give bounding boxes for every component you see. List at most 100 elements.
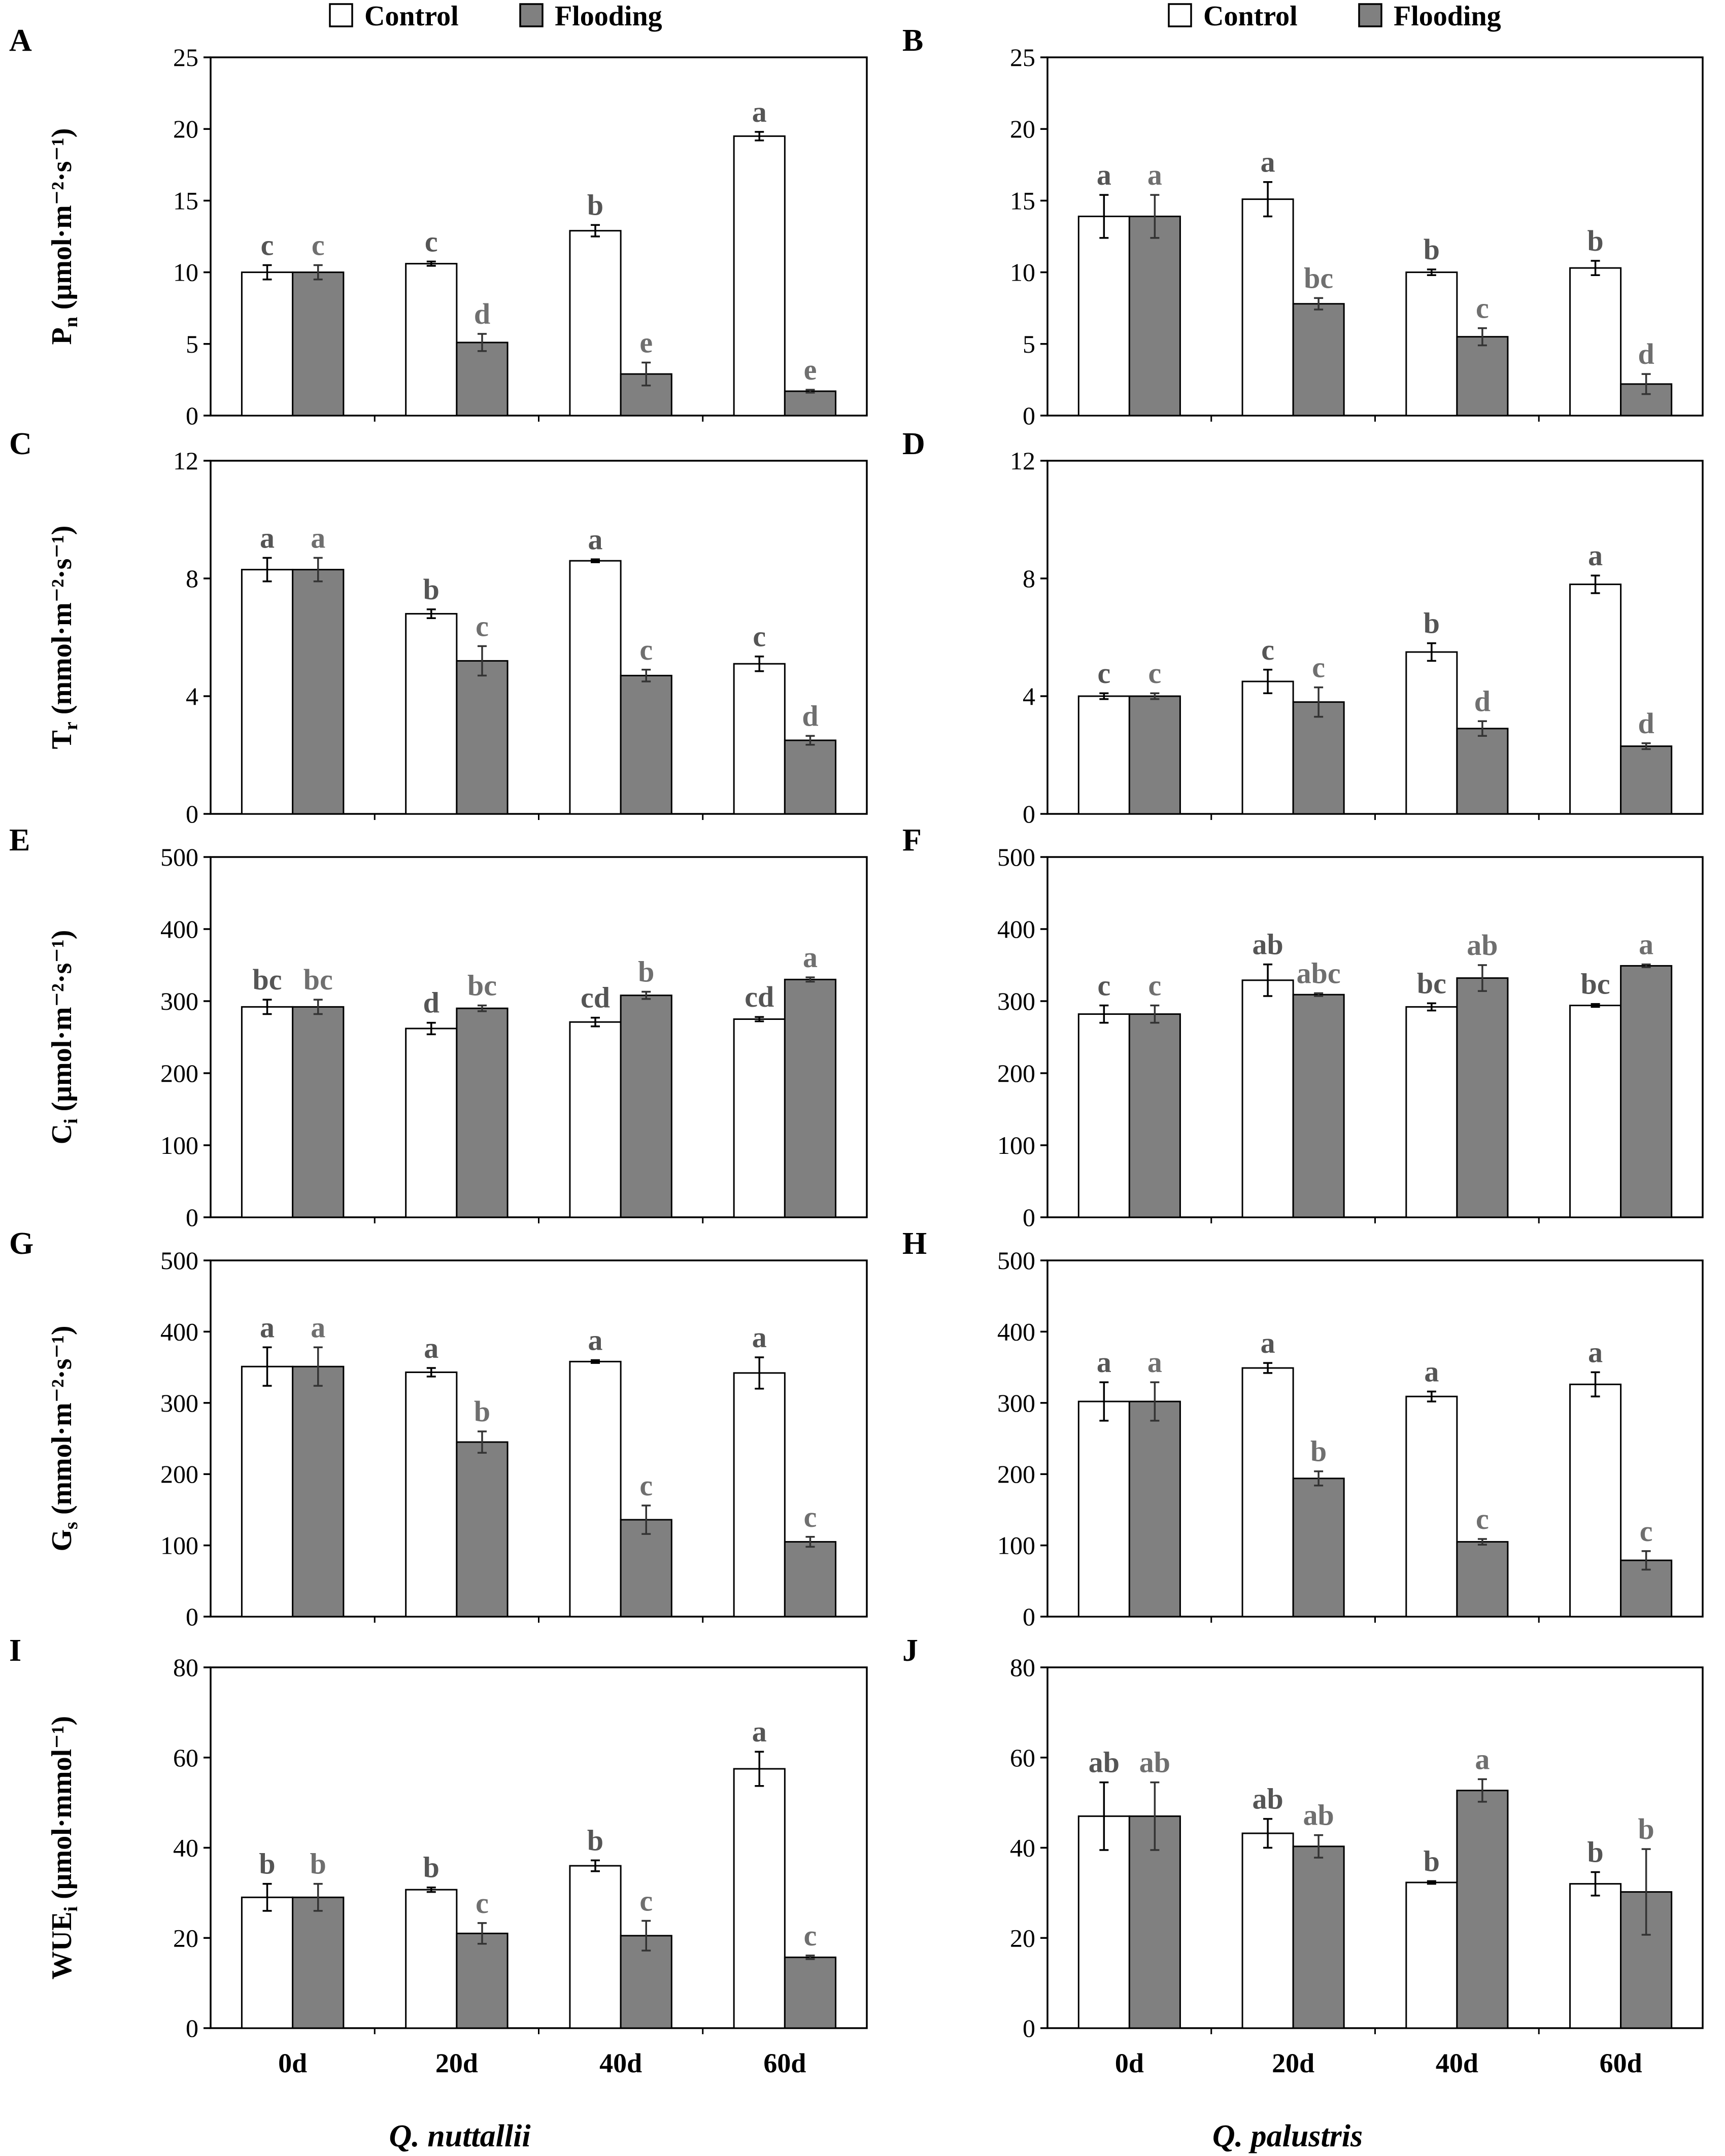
bar-flooding-20d bbox=[456, 1441, 509, 1618]
bar-flooding-60d bbox=[784, 390, 837, 417]
bar-flooding-20d bbox=[1292, 701, 1345, 815]
significance-letter-control-0d: c bbox=[261, 228, 274, 261]
panel-letter-f: F bbox=[902, 823, 922, 858]
error-bar-flooding-20d bbox=[1314, 1834, 1324, 1859]
y-tick-label: 8 bbox=[1023, 564, 1035, 593]
bar-control-20d bbox=[405, 263, 458, 417]
significance-letter-control-0d: a bbox=[1097, 158, 1111, 191]
legend-right: Control Flooding bbox=[1168, 1, 1501, 32]
significance-letter-flooding-40d: d bbox=[1474, 685, 1491, 717]
y-tick-label: 200 bbox=[997, 1059, 1035, 1087]
error-bar-control-40d bbox=[1427, 642, 1436, 662]
y-tick-label: 5 bbox=[186, 330, 198, 358]
x-category-label-0d: 0d bbox=[1115, 2048, 1144, 2078]
bar-flooding-0d bbox=[1128, 695, 1181, 815]
error-bar-control-20d bbox=[426, 1021, 436, 1036]
significance-letter-flooding-0d: bc bbox=[303, 963, 333, 996]
y-axis-label-subscript: n bbox=[60, 317, 82, 327]
bar-control-0d bbox=[1077, 215, 1130, 417]
panel-letter-e: E bbox=[9, 823, 30, 858]
bar-control-20d bbox=[405, 613, 458, 815]
error-bar-control-20d bbox=[1263, 181, 1273, 218]
y-tick-label: 0 bbox=[1023, 1203, 1035, 1231]
bar-control-40d bbox=[569, 560, 622, 815]
bar-flooding-20d bbox=[456, 1007, 509, 1218]
significance-letter-flooding-20d: bc bbox=[467, 969, 497, 1002]
bar-control-20d bbox=[405, 1028, 458, 1218]
error-bar-flooding-40d bbox=[1477, 720, 1487, 737]
error-bar-flooding-40d bbox=[641, 1920, 651, 1952]
bar-flooding-60d bbox=[784, 1541, 837, 1618]
error-bar-control-40d bbox=[591, 1859, 600, 1872]
y-tick-label: 20 bbox=[173, 1924, 198, 1952]
significance-letter-control-20d: ab bbox=[1252, 1783, 1283, 1816]
error-bar-control-0d bbox=[262, 999, 272, 1015]
y-tick-label: 400 bbox=[997, 1317, 1035, 1346]
y-tick-label: 20 bbox=[1010, 1924, 1035, 1952]
error-bar-flooding-20d bbox=[477, 333, 487, 352]
significance-letter-flooding-20d: c bbox=[476, 1887, 489, 1920]
error-bar-flooding-20d bbox=[1314, 1470, 1324, 1487]
y-axis-label: Gs (mmol·m⁻²·s⁻¹) bbox=[46, 1326, 82, 1552]
y-tick-label: 500 bbox=[997, 843, 1035, 871]
significance-letter-flooding-0d: a bbox=[311, 1311, 325, 1344]
error-bar-control-0d bbox=[1099, 1381, 1109, 1422]
panel-a: A 0 5 10 15 20 25 Pn (μmol·m⁻²·s⁻¹) c c c d b e a e bbox=[9, 23, 868, 430]
significance-letter-flooding-0d: a bbox=[1147, 158, 1162, 191]
significance-letter-flooding-60d: e bbox=[804, 353, 817, 386]
error-bar-flooding-0d bbox=[1150, 1004, 1160, 1024]
x-category-label-20d: 20d bbox=[1272, 2048, 1314, 2078]
significance-letter-flooding-60d: a bbox=[803, 941, 818, 974]
error-bar-control-40d bbox=[591, 1359, 600, 1364]
y-tick-label: 300 bbox=[160, 1389, 198, 1417]
bar-control-40d bbox=[569, 230, 622, 417]
error-bar-flooding-40d bbox=[641, 990, 651, 1000]
significance-letter-flooding-60d: c bbox=[804, 1919, 817, 1952]
legend: Control Flooding Control Flooding bbox=[329, 1, 1501, 32]
bar-control-60d bbox=[1569, 584, 1622, 815]
error-bar-control-60d bbox=[1591, 260, 1600, 276]
y-tick-label: 0 bbox=[186, 800, 198, 828]
error-bar-control-40d bbox=[591, 558, 600, 563]
error-bar-flooding-0d bbox=[1150, 692, 1160, 700]
bar-control-20d bbox=[1241, 1367, 1294, 1618]
error-bar-flooding-0d bbox=[1150, 1781, 1160, 1851]
bar-flooding-0d bbox=[1128, 215, 1181, 417]
significance-letter-control-40d: b bbox=[1424, 233, 1440, 266]
bar-flooding-40d bbox=[620, 995, 672, 1218]
error-bar-control-60d bbox=[1591, 1871, 1600, 1897]
y-axis-label: Pn (μmol·m⁻²·s⁻¹) bbox=[46, 128, 82, 345]
bar-control-0d bbox=[241, 1896, 294, 2029]
y-axis-label-symbol: WUE bbox=[46, 1911, 78, 1979]
significance-letter-control-40d: a bbox=[588, 523, 603, 556]
panel-letter-j: J bbox=[902, 1633, 918, 1668]
y-tick-label: 100 bbox=[160, 1131, 198, 1159]
significance-letter-flooding-20d: abc bbox=[1297, 956, 1341, 989]
bar-control-20d bbox=[1241, 198, 1294, 417]
significance-letter-flooding-60d: d bbox=[1638, 707, 1654, 740]
significance-letter-control-20d: c bbox=[1261, 633, 1274, 666]
y-axis-label-symbol: C bbox=[46, 1124, 78, 1144]
y-axis-label: Ci (μmol·m⁻²·s⁻¹) bbox=[46, 930, 82, 1145]
bar-control-20d bbox=[1241, 979, 1294, 1218]
x-categories-and-species: Q. nuttallii Q. palustris bbox=[389, 2119, 1363, 2153]
bar-flooding-40d bbox=[1456, 1541, 1509, 1618]
y-tick-label: 100 bbox=[997, 1131, 1035, 1159]
error-bar-flooding-40d bbox=[641, 1504, 651, 1535]
error-bar-control-0d bbox=[262, 264, 272, 281]
panel-h: H 0 100 200 300 400 500 a a a b a c a c bbox=[902, 1226, 1704, 1631]
error-bar-flooding-0d bbox=[313, 264, 323, 281]
y-tick-label: 8 bbox=[186, 564, 198, 593]
significance-letter-control-0d: c bbox=[1097, 657, 1110, 690]
significance-letter-flooding-40d: c bbox=[639, 1884, 653, 1917]
significance-letter-control-40d: bc bbox=[1417, 967, 1446, 1000]
significance-letter-control-20d: ab bbox=[1252, 928, 1283, 961]
panel-i: I 0 20 40 60 80 WUEi (μmol·mmol⁻¹) b b b c b c a c 0d 20… bbox=[9, 1633, 868, 2078]
error-bar-control-0d bbox=[262, 1883, 272, 1912]
panel-letter-a: A bbox=[9, 23, 32, 58]
error-bar-flooding-60d bbox=[805, 1536, 815, 1548]
error-bar-flooding-20d bbox=[477, 1922, 487, 1945]
significance-letter-control-0d: a bbox=[1097, 1346, 1111, 1379]
